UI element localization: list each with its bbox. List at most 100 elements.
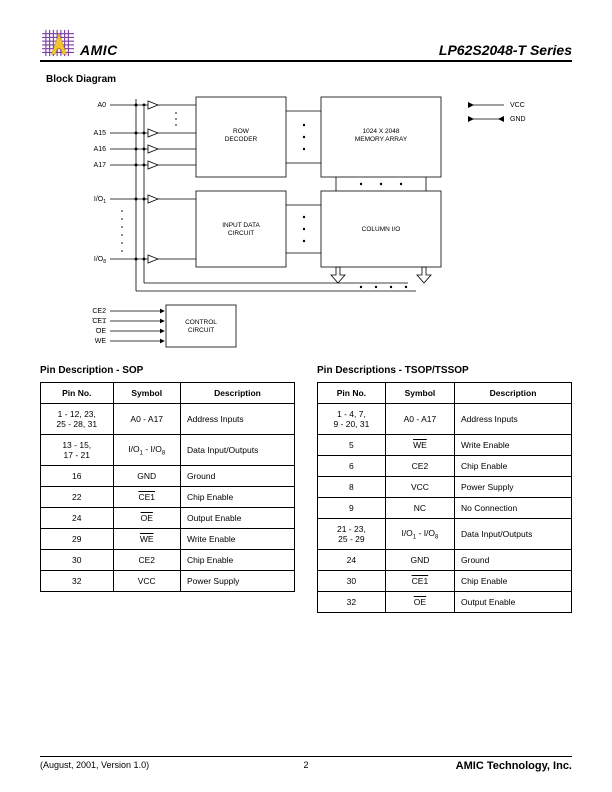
table-sop: Pin No. Symbol Description 1 - 12, 23,25… <box>40 382 295 592</box>
cell-symbol: I/O1 - I/O8 <box>385 519 454 550</box>
svg-text:A16: A16 <box>94 146 107 153</box>
cell-desc: Chip Enable <box>455 571 572 592</box>
cell-pin: 6 <box>318 456 386 477</box>
cell-symbol: CE2 <box>113 550 180 571</box>
table-row: 22CE1Chip Enable <box>41 487 295 508</box>
page-header: AMIC LP62S2048-T Series <box>40 28 572 62</box>
svg-text:COLUMN I/O: COLUMN I/O <box>362 226 401 233</box>
tables-row: Pin Description - SOP Pin No. Symbol Des… <box>40 365 572 613</box>
cell-pin: 9 <box>318 498 386 519</box>
cell-symbol: GND <box>385 550 454 571</box>
cell-desc: Chip Enable <box>455 456 572 477</box>
cell-symbol: WE <box>113 529 180 550</box>
table-tsop-title: Pin Descriptions - TSOP/TSSOP <box>317 365 572 376</box>
svg-text:A0: A0 <box>97 102 106 109</box>
cell-symbol: WE <box>385 435 454 456</box>
table-row: 24OEOutput Enable <box>41 508 295 529</box>
table-header-row: Pin No. Symbol Description <box>318 383 572 404</box>
svg-text:INPUT DATA: INPUT DATA <box>222 222 260 229</box>
cell-desc: Chip Enable <box>180 550 294 571</box>
col-symbol: Symbol <box>385 383 454 404</box>
cell-desc: Output Enable <box>455 592 572 613</box>
cell-pin: 16 <box>41 466 114 487</box>
cell-desc: No Connection <box>455 498 572 519</box>
page-footer: (August, 2001, Version 1.0) 2 AMIC Techn… <box>40 756 572 772</box>
col-pin: Pin No. <box>41 383 114 404</box>
table-row: 30CE2Chip Enable <box>41 550 295 571</box>
table-row: 30CE1Chip Enable <box>318 571 572 592</box>
svg-text:1024 X 2048: 1024 X 2048 <box>363 128 400 135</box>
cell-desc: Data Input/Outputs <box>180 435 294 466</box>
cell-desc: Power Supply <box>455 477 572 498</box>
cell-desc: Write Enable <box>180 529 294 550</box>
table-row: 13 - 15,17 - 21I/O1 - I/O8Data Input/Out… <box>41 435 295 466</box>
cell-symbol: CE2 <box>385 456 454 477</box>
cell-pin: 24 <box>41 508 114 529</box>
col-symbol: Symbol <box>113 383 180 404</box>
cell-desc: Ground <box>455 550 572 571</box>
svg-text:CIRCUIT: CIRCUIT <box>188 327 214 334</box>
cell-symbol: CE1 <box>113 487 180 508</box>
table-sop-title: Pin Description - SOP <box>40 365 295 376</box>
cell-desc: Output Enable <box>180 508 294 529</box>
svg-text:I/O8: I/O8 <box>94 256 106 265</box>
svg-text:MEMORY ARRAY: MEMORY ARRAY <box>355 136 408 143</box>
block-diagram: A0 A15 A16 A17 <box>40 91 572 361</box>
cell-pin: 5 <box>318 435 386 456</box>
cell-symbol: VCC <box>385 477 454 498</box>
svg-text:OE: OE <box>96 328 106 335</box>
cell-pin: 29 <box>41 529 114 550</box>
footer-page-number: 2 <box>303 760 308 770</box>
svg-text:VCC: VCC <box>510 102 525 109</box>
svg-text:GND: GND <box>510 116 526 123</box>
table-tsop: Pin No. Symbol Description 1 - 4, 7,9 - … <box>317 382 572 613</box>
cell-symbol: CE1 <box>385 571 454 592</box>
col-pin: Pin No. <box>318 383 386 404</box>
cell-symbol: OE <box>385 592 454 613</box>
svg-text:CE2: CE2 <box>92 308 106 315</box>
table-row: 1 - 4, 7,9 - 20, 31A0 - A17Address Input… <box>318 404 572 435</box>
svg-text:A15: A15 <box>94 130 107 137</box>
cell-symbol: I/O1 - I/O8 <box>113 435 180 466</box>
cell-pin: 1 - 4, 7,9 - 20, 31 <box>318 404 386 435</box>
svg-text:A17: A17 <box>94 162 107 169</box>
cell-pin: 21 - 23,25 - 29 <box>318 519 386 550</box>
block-diagram-title: Block Diagram <box>46 74 572 85</box>
cell-desc: Address Inputs <box>455 404 572 435</box>
cell-pin: 1 - 12, 23,25 - 28, 31 <box>41 404 114 435</box>
table-sop-col: Pin Description - SOP Pin No. Symbol Des… <box>40 365 295 613</box>
cell-symbol: VCC <box>113 571 180 592</box>
cell-pin: 32 <box>41 571 114 592</box>
cell-desc: Data Input/Outputs <box>455 519 572 550</box>
cell-pin: 13 - 15,17 - 21 <box>41 435 114 466</box>
svg-text:CONTROL: CONTROL <box>185 319 217 326</box>
cell-desc: Power Supply <box>180 571 294 592</box>
logo-text: AMIC <box>80 42 118 58</box>
table-row: 8VCCPower Supply <box>318 477 572 498</box>
svg-text:WE: WE <box>95 338 107 345</box>
cell-desc: Address Inputs <box>180 404 294 435</box>
cell-pin: 32 <box>318 592 386 613</box>
amic-logo-icon <box>40 28 78 58</box>
cell-desc: Chip Enable <box>180 487 294 508</box>
table-header-row: Pin No. Symbol Description <box>41 383 295 404</box>
footer-left: (August, 2001, Version 1.0) <box>40 760 149 772</box>
cell-desc: Ground <box>180 466 294 487</box>
cell-symbol: NC <box>385 498 454 519</box>
cell-symbol: OE <box>113 508 180 529</box>
cell-pin: 8 <box>318 477 386 498</box>
table-row: 9NCNo Connection <box>318 498 572 519</box>
table-row: 1 - 12, 23,25 - 28, 31A0 - A17Address In… <box>41 404 295 435</box>
table-row: 24GNDGround <box>318 550 572 571</box>
col-desc: Description <box>180 383 294 404</box>
table-row: 16GNDGround <box>41 466 295 487</box>
footer-right: AMIC Technology, Inc. <box>456 760 572 772</box>
block-diagram-svg: A0 A15 A16 A17 <box>76 91 536 361</box>
svg-text:DECODER: DECODER <box>225 136 258 143</box>
col-desc: Description <box>455 383 572 404</box>
table-row: 5WEWrite Enable <box>318 435 572 456</box>
cell-symbol: GND <box>113 466 180 487</box>
cell-desc: Write Enable <box>455 435 572 456</box>
cell-pin: 30 <box>318 571 386 592</box>
cell-symbol: A0 - A17 <box>385 404 454 435</box>
